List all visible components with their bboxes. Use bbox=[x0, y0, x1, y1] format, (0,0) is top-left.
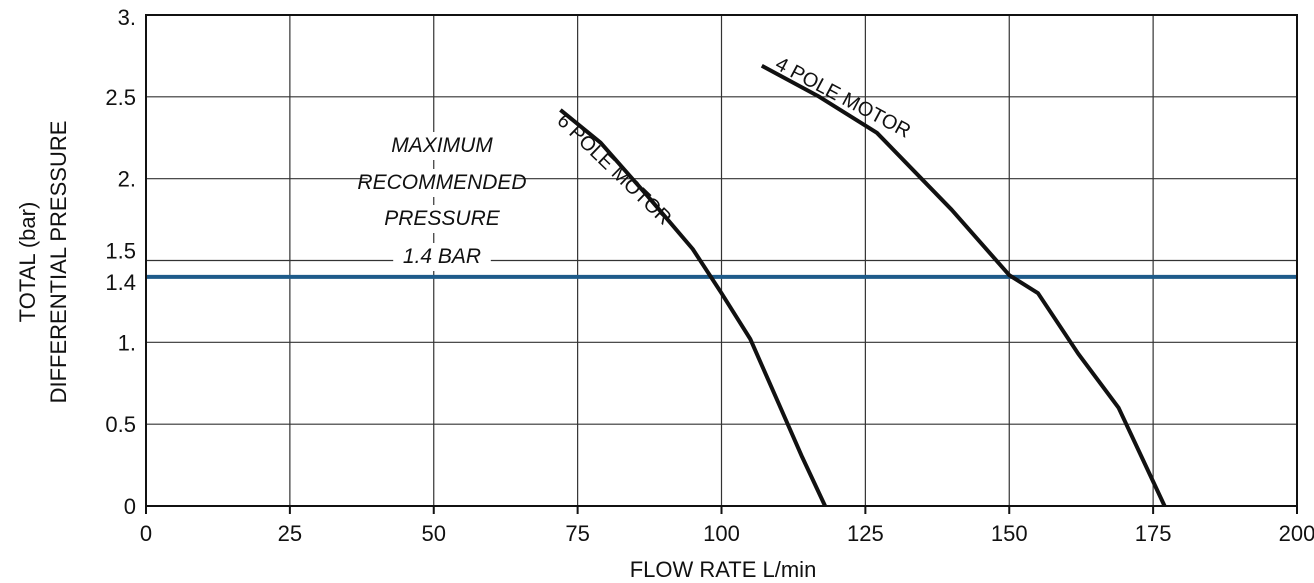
max-pressure-annotation: MAXIMUM RECOMMENDED PRESSURE 1.4 BAR bbox=[357, 132, 527, 271]
annotation-line: 1.4 BAR bbox=[403, 245, 481, 268]
y-tick-label: 1.4 bbox=[105, 270, 136, 295]
x-tick-label: 100 bbox=[703, 521, 740, 546]
y-tick-label: 3. bbox=[118, 5, 136, 30]
x-tick-label: 175 bbox=[1135, 521, 1172, 546]
y-tick-label: 1.5 bbox=[105, 239, 136, 264]
y-tick-labels: 0 0.5 1. 1.5 1.4 2. 2.5 3. bbox=[105, 5, 136, 519]
annotation-line: MAXIMUM bbox=[391, 134, 493, 157]
y-axis-title-line1: TOTAL (bar) bbox=[15, 202, 40, 323]
x-tick-label: 75 bbox=[565, 521, 589, 546]
x-tick-label: 25 bbox=[278, 521, 302, 546]
y-tick-label: 2.5 bbox=[105, 85, 136, 110]
series-line-2 bbox=[760, 63, 1167, 507]
annotation-backdrop bbox=[367, 169, 517, 197]
annotation-backdrop bbox=[393, 132, 491, 160]
annotation-backdrop bbox=[393, 243, 491, 271]
x-tick-label: 50 bbox=[422, 521, 446, 546]
y-tick-label: 0.5 bbox=[105, 412, 136, 437]
series-line-1 bbox=[559, 108, 827, 507]
grid-lines bbox=[146, 15, 1297, 506]
x-tick-label: 0 bbox=[140, 521, 152, 546]
y-tick-label: 2. bbox=[118, 167, 136, 192]
x-tick-label: 125 bbox=[847, 521, 884, 546]
x-tick-label: 150 bbox=[991, 521, 1028, 546]
x-tick-labels: 0 25 50 75 100 125 150 175 200 bbox=[140, 506, 1314, 546]
annotation-backdrop bbox=[386, 205, 498, 233]
y-tick-label: 0 bbox=[124, 494, 136, 519]
y-tick-label: 1. bbox=[118, 330, 136, 355]
annotation-line: RECOMMENDED bbox=[357, 171, 526, 194]
x-tick-label: 200 bbox=[1279, 521, 1314, 546]
x-axis-title: FLOW RATE L/min bbox=[630, 557, 817, 582]
y-axis-title-line2: DIFFERENTIAL PRESSURE bbox=[46, 121, 71, 404]
annotation-line: PRESSURE bbox=[384, 207, 501, 230]
